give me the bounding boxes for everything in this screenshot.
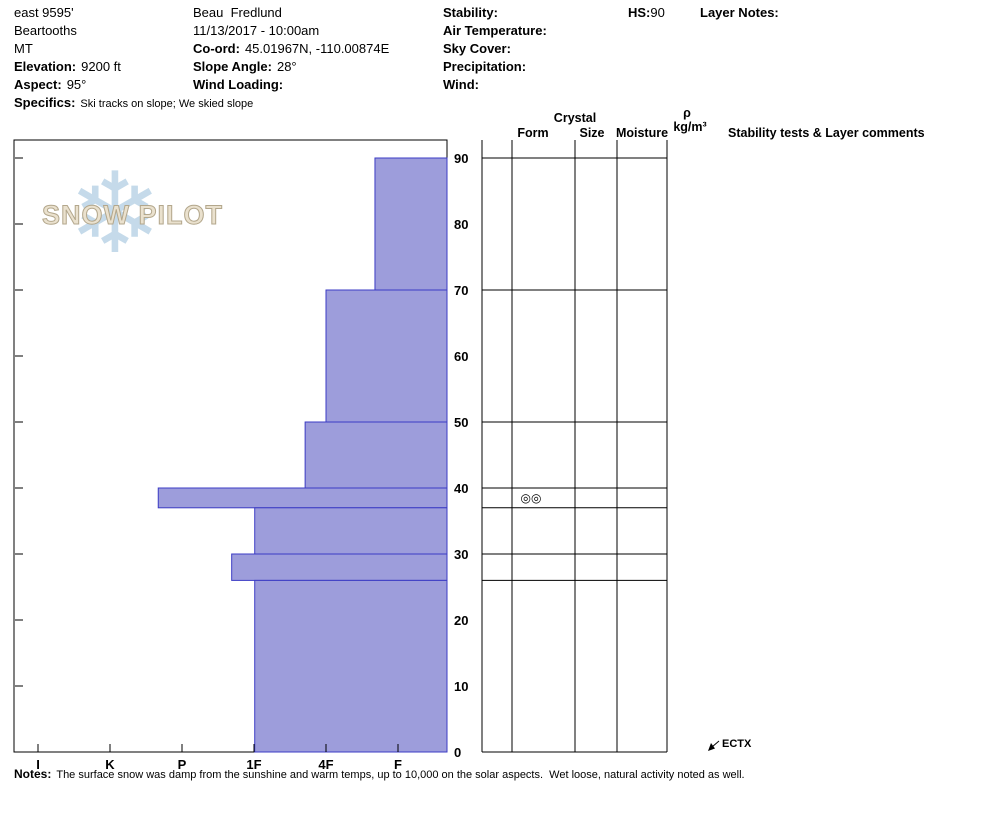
slope-angle-label: Slope Angle: [193,59,272,74]
depth-axis-label: 90 [454,151,468,166]
snow-layer-bar [231,553,448,581]
hs-value: 90 [650,5,665,20]
observer-name: Beau Fredlund [193,5,282,20]
snowpilot-logo-text: SNOW PILOT [42,200,223,231]
snow-layer-bar [254,507,448,555]
snow-layer-bar [157,487,448,509]
coord-label: Co-ord: [193,41,240,56]
depth-axis-label: 80 [454,217,468,232]
hardness-axis-label: 4F [318,757,333,772]
elevation-label: Elevation: [14,59,77,74]
conditions-info: Stability: Air Temperature: Sky Cover: P… [443,4,547,94]
hs-label: HS: [628,5,651,20]
depth-axis-label: 40 [454,481,468,496]
aspect-value: 95° [66,77,87,92]
snow-height: HS:90 [628,4,665,22]
depth-axis-label: 20 [454,613,468,628]
site-info: east 9595' Beartooths MT Elevation: 9200 … [14,4,121,94]
coord-value: 45.01967N, -110.00874E [244,41,390,56]
slope-angle: Slope Angle: 28° [193,58,389,76]
axes: 0 10 20 30 40 50 60 70 80 90 I K P 1F 4F F [15,151,468,772]
site-elevation: Elevation: 9200 ft [14,58,121,76]
stability-comments-header: Stability tests & Layer comments [728,126,925,140]
notes-text: The surface snow was damp from the sunsh… [56,769,745,781]
layer-notes-col: Layer Notes: [700,4,779,22]
specifics-value: Ski tracks on slope; We skied slope [80,98,254,110]
snow-layer-bar [254,579,448,753]
site-state: MT [14,41,33,56]
elevation-value: 9200 ft [81,59,121,74]
hardness-axis-label: 1F [246,757,261,772]
depth-axis-label: 50 [454,415,468,430]
snowflake-icon: ❄ [68,151,162,276]
hardness-axis-label: F [394,757,402,772]
observer-info: Beau Fredlund 11/13/2017 - 10:00am Co-or… [193,4,389,94]
hardness-axis-label: I [36,757,40,772]
depth-axis-label: 60 [454,349,468,364]
crystal-table: ◎◎ [481,140,668,753]
pit-notes: Notes: The surface snow was damp from the… [14,767,745,781]
snow-layer-bar [374,157,448,291]
snow-layer-bar [304,421,448,489]
site-aspect: Aspect: 95° [14,76,121,94]
density-header-symbol: ρ [683,106,691,120]
stability-tests: ECTX [708,738,752,751]
form-column-header: Form [517,126,548,140]
precipitation-label: Precipitation: [443,59,527,74]
stability-test-result: ECTX [722,738,752,750]
hardness-axis-label: P [178,757,187,772]
hs-info: HS:90 [628,4,665,22]
coordinates: Co-ord: 45.01967N, -110.00874E [193,40,389,58]
notes-label: Notes: [14,767,52,781]
snowpilot-logo: ❄ SNOW PILOT [40,158,240,285]
specifics-label: Specifics: [14,95,76,110]
moisture-column-header: Moisture [616,126,668,140]
depth-axis-label: 10 [454,679,468,694]
snow-layer-bar [325,289,448,423]
site-name: east 9595' [14,5,74,20]
depth-axis-label: 0 [454,745,461,760]
crystal-header: Crystal [554,111,596,125]
wind-label: Wind: [443,77,479,92]
sky-cover-label: Sky Cover: [443,41,511,56]
specifics-line: Specifics: Ski tracks on slope; We skied … [14,95,253,110]
depth-axis-label: 30 [454,547,468,562]
stability-label: Stability: [443,5,498,20]
hardness-axis-label: K [105,757,115,772]
air-temperature-label: Air Temperature: [443,23,547,38]
size-column-header: Size [579,126,604,140]
depth-axis-label: 70 [454,283,468,298]
stability-test-arrow-head [708,743,715,751]
density-header-unit: kg/m³ [673,120,706,134]
grain-form-symbol: ◎◎ [521,491,542,505]
wind-loading-label: Wind Loading: [193,77,284,92]
pit-datetime: 11/13/2017 - 10:00am [193,23,320,38]
slope-angle-value: 28° [276,59,297,74]
snow-layer-bars [157,157,448,753]
layer-notes-label: Layer Notes: [700,5,779,20]
aspect-label: Aspect: [14,77,62,92]
site-range: Beartooths [14,23,77,38]
